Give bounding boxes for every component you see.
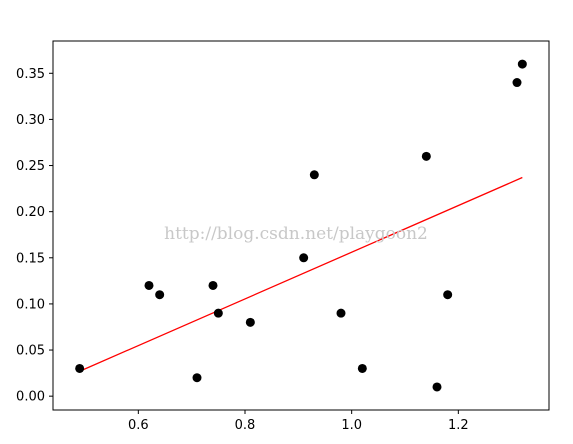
plot-area — [52, 40, 550, 411]
fit-line — [79, 176, 523, 372]
y-tick-label: 0.25 — [16, 159, 45, 174]
scatter-point — [144, 280, 154, 290]
series-layer — [75, 59, 527, 392]
scatter-point — [245, 317, 255, 327]
y-tick-label: 0.35 — [16, 67, 45, 82]
y-tick-label: 0.20 — [16, 205, 45, 220]
x-tick-label: 1.0 — [341, 418, 362, 433]
scatter-point — [192, 373, 202, 383]
y-tick-label: 0.30 — [16, 113, 45, 128]
watermark-text: http://blog.csdn.net/playgoon2 — [164, 224, 428, 244]
scatter-point — [432, 382, 442, 392]
scatter-point — [75, 363, 85, 373]
scatter-point — [512, 78, 522, 88]
y-tick-label: 0.10 — [16, 297, 45, 312]
x-tick-label: 0.8 — [235, 418, 256, 433]
y-tick-label: 0.00 — [16, 390, 45, 405]
scatter-point — [357, 363, 367, 373]
scatter-point — [208, 280, 218, 290]
x-axis: 0.6 0.8 1.0 1.2 — [128, 410, 469, 433]
scatter-point — [517, 59, 527, 69]
y-tick-label: 0.15 — [16, 251, 45, 266]
scatter-point — [155, 290, 165, 300]
y-tick-label: 0.05 — [16, 344, 45, 359]
x-tick-label: 1.2 — [448, 418, 469, 433]
scatter-point — [299, 253, 309, 263]
scatter-point — [309, 170, 319, 180]
scatter-point — [421, 151, 431, 161]
scatter-point — [213, 308, 223, 318]
y-axis: 0.00 0.05 0.10 0.15 0.20 0.25 0.30 0.35 — [16, 67, 53, 405]
scatter-point — [336, 308, 346, 318]
x-tick-label: 0.6 — [128, 418, 149, 433]
scatter-point — [443, 290, 453, 300]
